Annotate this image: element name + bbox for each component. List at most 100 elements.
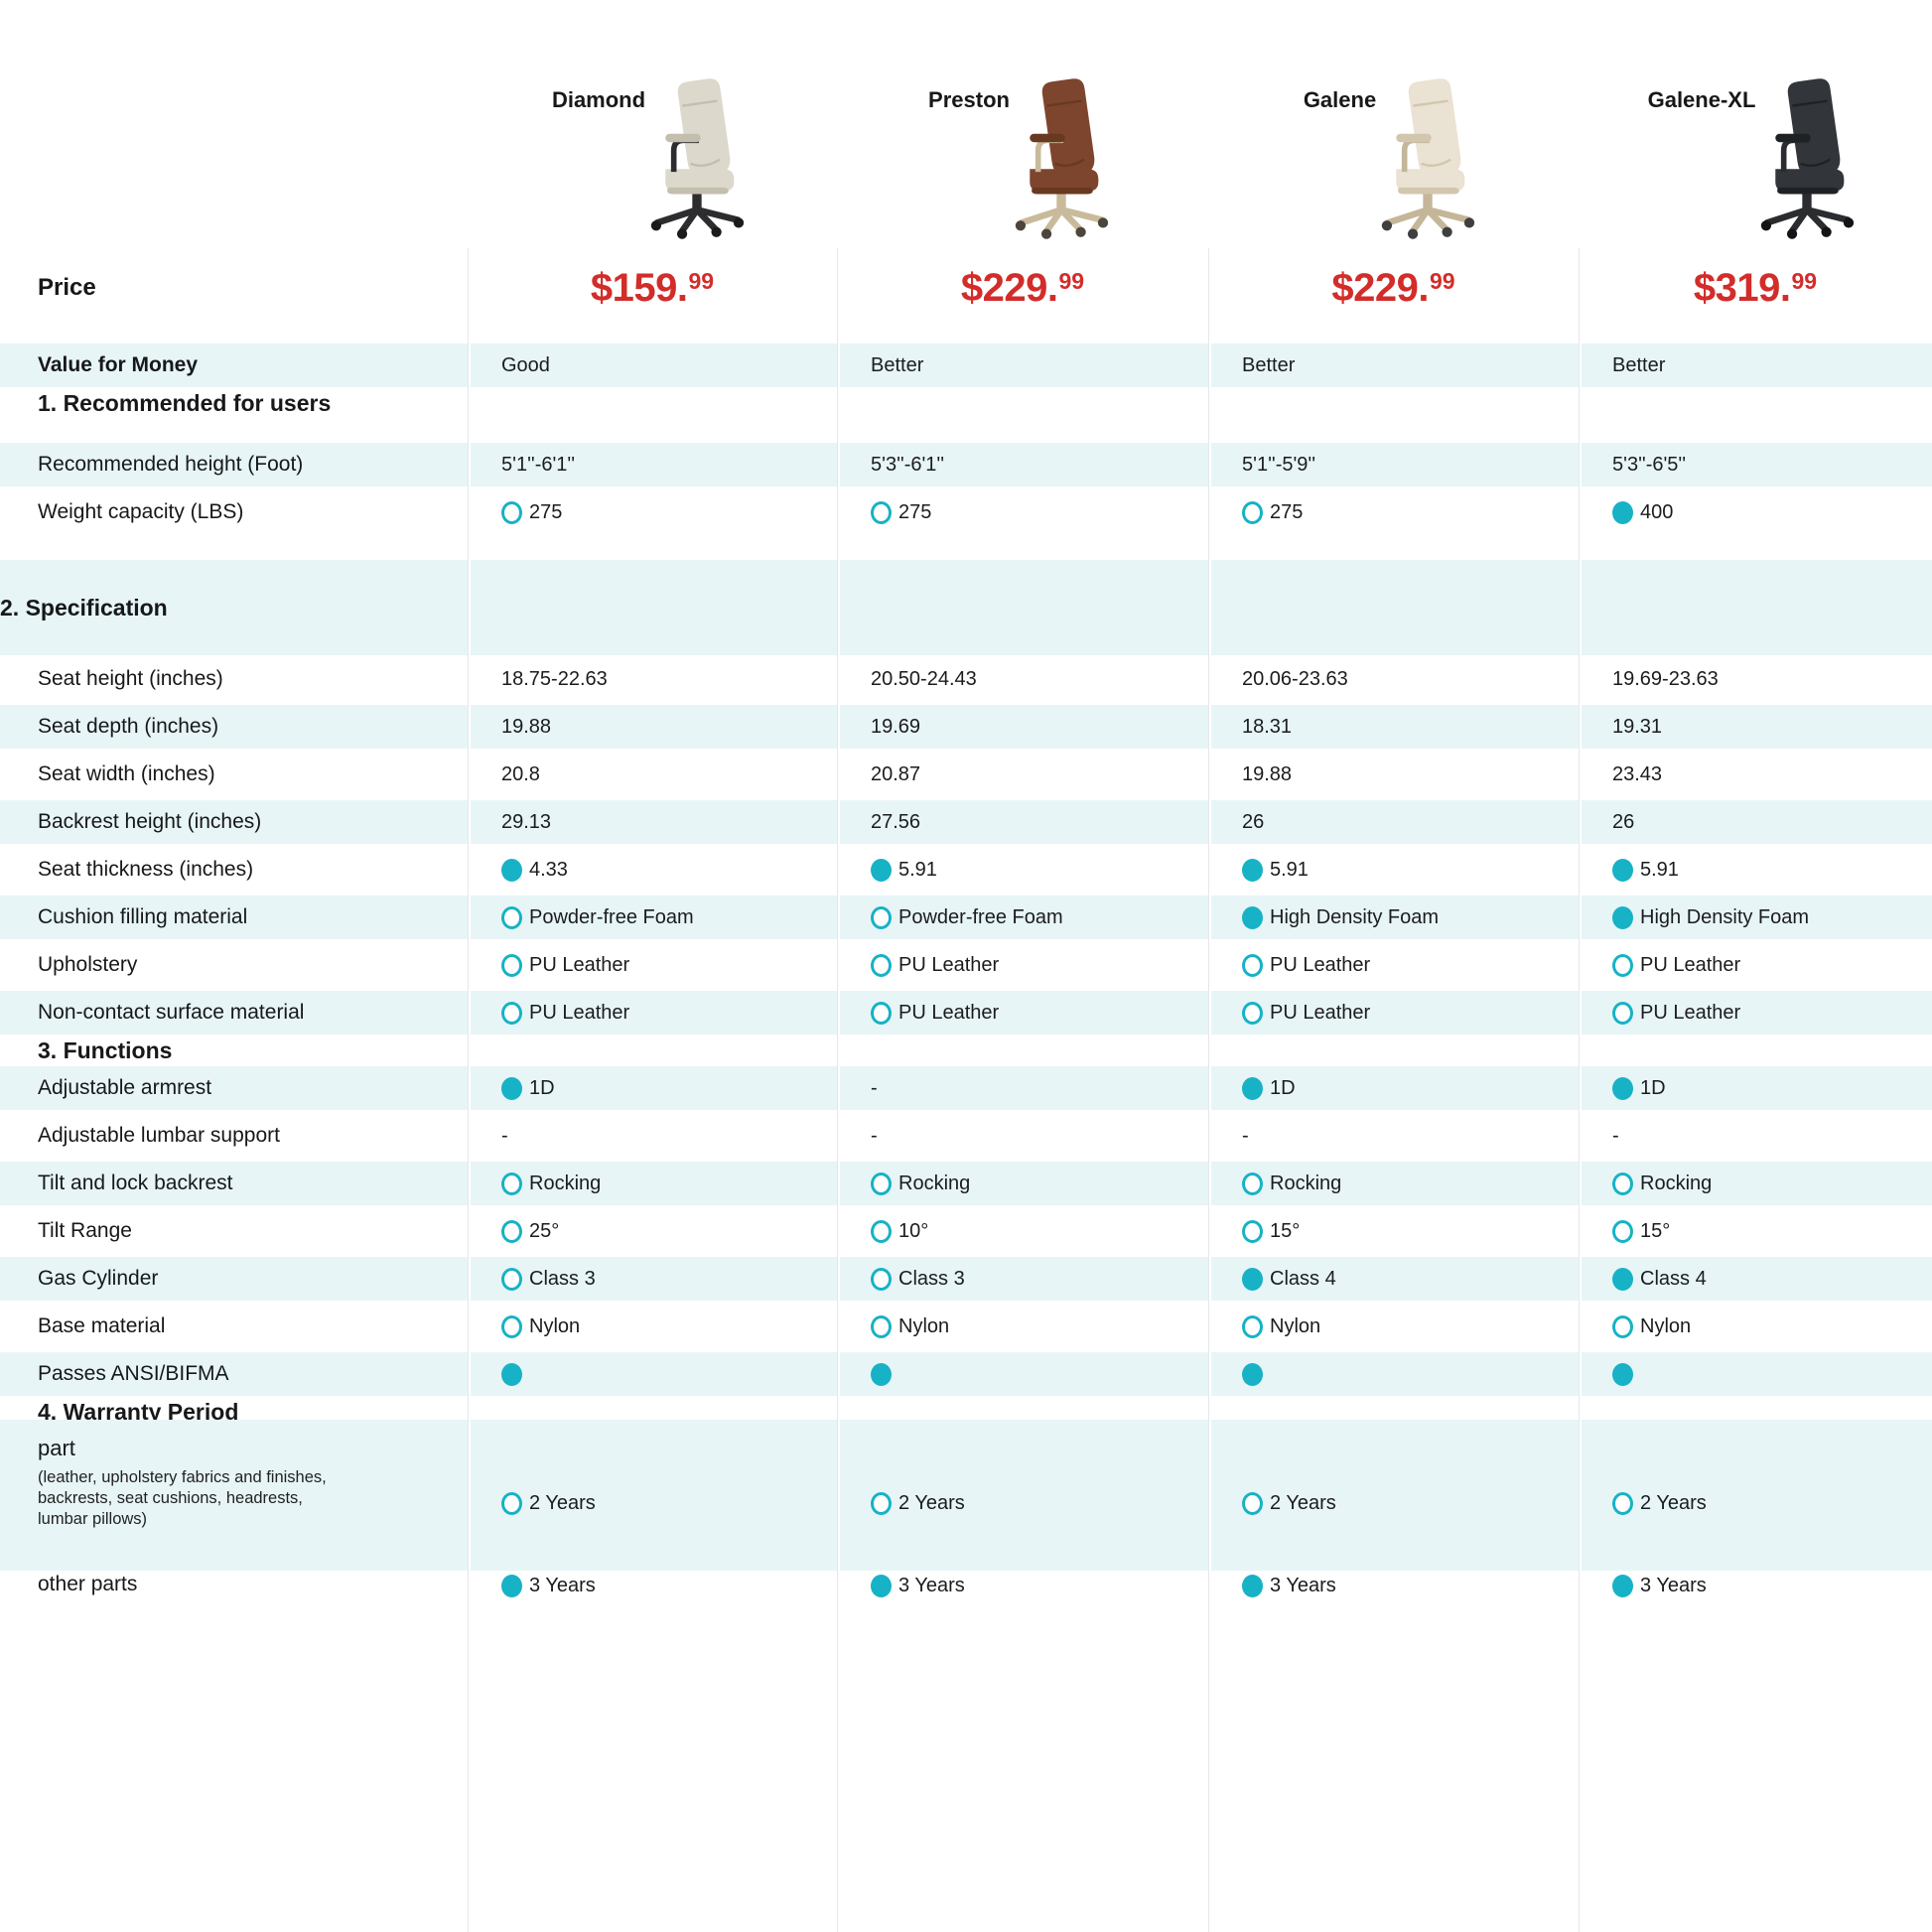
cell-text: High Density Foam	[1270, 905, 1440, 928]
feature-dot-icon	[1242, 1491, 1263, 1515]
value-cell: Rocking	[468, 1162, 837, 1205]
table-row-upholstery: Upholstery PU Leather PU Leather PU Leat…	[0, 941, 1932, 989]
value-cell: PU Leather	[837, 953, 1208, 977]
value-cell: 18.31	[1208, 705, 1579, 749]
value-cell: 5'3''-6'5''	[1579, 443, 1932, 486]
value-cell: Nylon	[468, 1314, 837, 1338]
feature-dot-icon	[1612, 1219, 1633, 1243]
cell-text: -	[1242, 1124, 1249, 1147]
table-row-seat-depth: Seat depth (inches) 19.88 19.69 18.31 19…	[0, 705, 1932, 749]
cell-text: 26	[1242, 810, 1265, 833]
row-label: Weight capacity (LBS)	[38, 500, 244, 523]
feature-dot-icon	[871, 953, 892, 977]
row-label: part (leather, upholstery fabrics and fi…	[0, 1420, 468, 1571]
cell-text: 1D	[1270, 1076, 1296, 1099]
product-name: Galene	[1303, 87, 1377, 112]
value-cell: Powder-free Foam	[468, 896, 837, 939]
value-cell: Nylon	[1579, 1314, 1932, 1338]
cell-text: Rocking	[1270, 1172, 1342, 1194]
value-cell: 2 Years	[1579, 1420, 1932, 1571]
cell-text: 19.69-23.63	[1612, 667, 1719, 690]
cell-text: 25°	[529, 1219, 560, 1242]
feature-dot-icon	[501, 1001, 522, 1025]
value-cell: PU Leather	[468, 991, 837, 1035]
value-cell: 10°	[837, 1219, 1208, 1243]
cell-text: 5.91	[1270, 858, 1309, 881]
row-label: Cushion filling material	[0, 896, 468, 939]
cell-text: Rocking	[529, 1172, 602, 1194]
row-label: Gas Cylinder	[0, 1257, 468, 1301]
feature-dot-icon	[501, 1219, 522, 1243]
feature-dot-icon	[501, 1076, 522, 1100]
feature-dot-icon	[871, 1362, 892, 1386]
value-cell: 5.91	[837, 858, 1208, 882]
feature-dot-icon	[871, 1491, 892, 1515]
table-row-warranty-other-parts: other parts 3 Years 3 Years 3 Years 3 Ye…	[0, 1565, 1932, 1622]
value-cell: 19.31	[1579, 705, 1932, 749]
row-label: Seat width (inches)	[38, 762, 215, 785]
row-label: Value for Money	[0, 344, 468, 387]
cell-text: Class 4	[1640, 1267, 1707, 1290]
value-cell: 5'1''-5'9''	[1208, 443, 1579, 486]
value-cell: Rocking	[1579, 1162, 1932, 1205]
cell-text: Class 3	[898, 1267, 965, 1290]
value-cell: 27.56	[837, 800, 1208, 844]
cell-text: Class 4	[1270, 1267, 1336, 1290]
cell-text: Rocking	[1640, 1172, 1713, 1194]
value-cell	[1208, 1352, 1579, 1396]
row-label: Tilt Range	[38, 1219, 132, 1242]
cell-text: 26	[1612, 810, 1635, 833]
cell-text: Nylon	[898, 1314, 950, 1337]
cell-text: 19.88	[501, 715, 552, 738]
feature-dot-icon	[1242, 858, 1263, 882]
value-cell: 19.88	[468, 705, 837, 749]
cell-text: PU Leather	[1640, 953, 1741, 976]
column-divider	[1208, 248, 1209, 1932]
feature-dot-icon	[871, 500, 892, 524]
value-cell: 19.88	[1208, 763, 1579, 786]
value-cell: 275	[468, 500, 837, 524]
value-cell: Class 3	[468, 1257, 837, 1301]
value-cell: Rocking	[837, 1162, 1208, 1205]
feature-dot-icon	[501, 1172, 522, 1195]
row-label: Recommended height (Foot)	[0, 443, 468, 486]
feature-dot-icon	[501, 905, 522, 929]
value-cell: PU Leather	[1208, 953, 1579, 977]
table-row-recommended-height: Recommended height (Foot) 5'1''-6'1'' 5'…	[0, 443, 1932, 486]
value-cell: -	[837, 1125, 1208, 1148]
cell-text: 20.50-24.43	[871, 667, 977, 690]
value-cell: 1D	[468, 1066, 837, 1110]
cell-text: PU Leather	[529, 953, 630, 976]
value-cell: 275	[1208, 500, 1579, 524]
product-name: Galene-XL	[1647, 87, 1756, 112]
cell-text: 29.13	[501, 810, 552, 833]
value-cell: 3 Years	[1579, 1565, 1932, 1597]
cell-text: 18.75-22.63	[501, 667, 608, 690]
cell-text: High Density Foam	[1640, 905, 1810, 928]
feature-dot-icon	[1242, 500, 1263, 524]
value-cell: Powder-free Foam	[837, 896, 1208, 939]
row-label: other parts	[38, 1573, 138, 1595]
feature-dot-icon	[1612, 1001, 1633, 1025]
feature-dot-icon	[1612, 1575, 1633, 1597]
chair-image	[1751, 77, 1863, 240]
row-label: Seat height (inches)	[38, 667, 223, 690]
warranty-part-label: part	[38, 1436, 75, 1460]
cell-text: 15°	[1640, 1219, 1671, 1242]
value-cell: 15°	[1579, 1219, 1932, 1243]
cell-text: 5.91	[898, 858, 937, 881]
value-cell: 20.8	[468, 763, 837, 786]
table-row-non-contact-surface: Non-contact surface material PU Leather …	[0, 991, 1932, 1035]
feature-dot-icon	[1242, 1172, 1263, 1195]
cell-text: Nylon	[529, 1314, 581, 1337]
value-cell: 5.91	[1579, 858, 1932, 882]
price-row: Price $159. 99 $229. 99 $229. 99 $319. 99	[0, 248, 1932, 328]
value-cell: 400	[1579, 500, 1932, 524]
cell-text: PU Leather	[529, 1001, 630, 1024]
value-cell: Better	[837, 344, 1208, 387]
value-cell: 18.75-22.63	[468, 668, 837, 691]
value-cell: 20.87	[837, 763, 1208, 786]
feature-dot-icon	[1612, 905, 1633, 929]
feature-dot-icon	[501, 1575, 522, 1597]
